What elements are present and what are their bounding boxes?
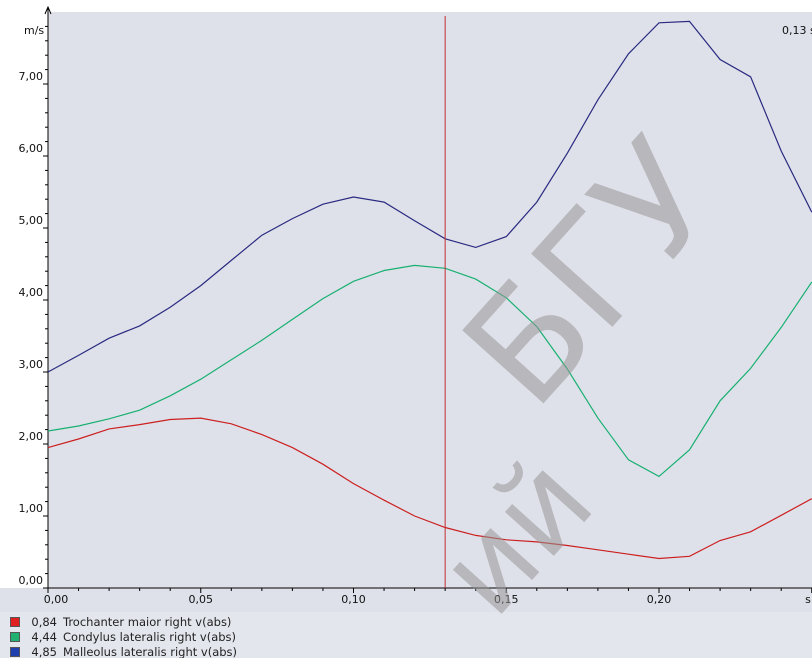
cursor-time-label: 0,13 s: [782, 24, 812, 37]
legend-value: 4,44: [31, 630, 57, 644]
series-line-1: [47, 264, 812, 478]
legend-item-malleolus: 4,85 Malleolus lateralis right v(abs): [10, 645, 237, 658]
series-line-0: [47, 417, 812, 560]
x-tick-label: 0,10: [341, 593, 366, 606]
legend-value: 4,85: [31, 645, 57, 658]
legend-label: Condylus lateralis right v(abs): [63, 630, 237, 644]
x-axis-unit: s: [805, 593, 811, 606]
legend-swatch-blue: [10, 647, 20, 657]
y-axis-unit: m/s: [24, 24, 44, 37]
x-tick-label: 0,20: [647, 593, 672, 606]
line-chart: 0,00 1,00 2,00 3,00 4,00 5,00 6,00 7,00 m/s 0,00 0…: [0, 5, 812, 612]
legend-value: 0,84: [31, 615, 57, 629]
y-tick-label: 0,00: [19, 574, 44, 587]
chart-area: 0,00 1,00 2,00 3,00 4,00 5,00 6,00 7,00 m/s 0,00 0…: [0, 5, 812, 612]
y-tick-label: 5,00: [19, 214, 44, 227]
plot-area: [48, 12, 812, 588]
y-tick-label: 1,00: [19, 502, 44, 515]
legend-label: Trochanter maior right v(abs): [63, 615, 232, 629]
x-tick-label: 0,00: [44, 593, 69, 606]
legend-label: Malleolus lateralis right v(abs): [63, 645, 238, 658]
y-tick-label: 4,00: [19, 286, 44, 299]
x-tick-label: 0,05: [189, 593, 214, 606]
legend-swatch-red: [10, 617, 20, 627]
y-tick-label: 7,00: [19, 70, 44, 83]
legend-item-trochanter: 0,84 Trochanter maior right v(abs): [10, 615, 231, 629]
y-axis-arrow: [44, 5, 52, 15]
x-axis-band: [0, 588, 812, 612]
y-tick-label: 2,00: [19, 430, 44, 443]
x-tick-label: 0,15: [494, 593, 519, 606]
legend: 0,84 Trochanter maior right v(abs) 4,44 …: [0, 612, 812, 658]
series-line-2: [47, 20, 812, 373]
legend-swatch-green: [10, 632, 20, 642]
legend-item-condylus: 4,44 Condylus lateralis right v(abs): [10, 630, 236, 644]
y-tick-label: 6,00: [19, 142, 44, 155]
y-tick-label: 3,00: [19, 358, 44, 371]
